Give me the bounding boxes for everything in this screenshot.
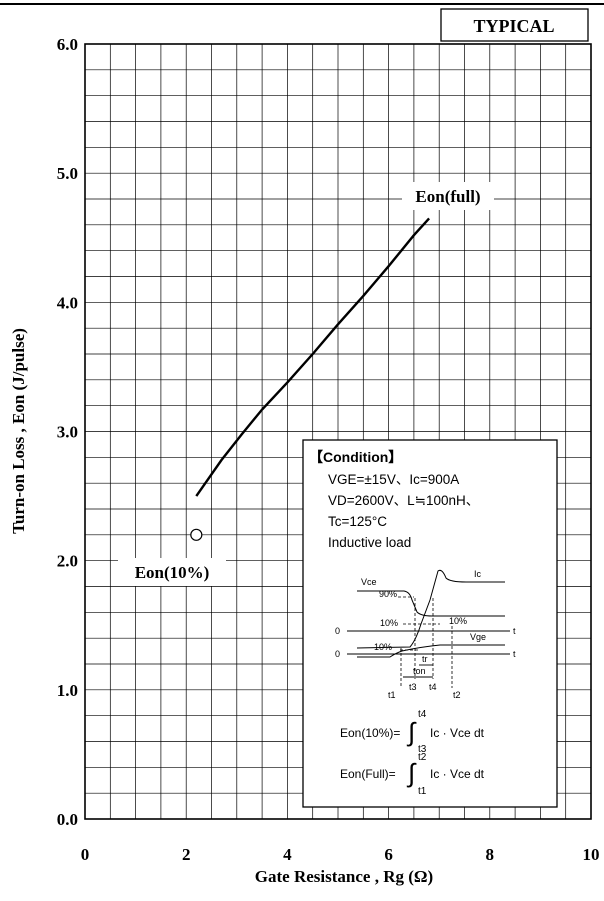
x-tick-label: 6 — [384, 845, 393, 864]
vge-label: Vge — [470, 632, 486, 642]
vce-label: Vce — [361, 577, 377, 587]
x-tick-label: 0 — [81, 845, 90, 864]
x-tick-label: 8 — [486, 845, 495, 864]
y-tick-label: 5.0 — [57, 164, 78, 183]
series-line-eon-full — [195, 217, 430, 497]
t2-label: t2 — [453, 690, 461, 700]
x-tick-label: 10 — [583, 845, 600, 864]
percent-10-label-c: 10% — [374, 642, 392, 652]
condition-line-2: VD=2600V、L≒100nH、 — [328, 493, 479, 508]
x-tick-labels: 0 2 4 6 8 10 — [81, 845, 600, 864]
x-tick-label: 4 — [283, 845, 292, 864]
vge-waveform — [357, 644, 505, 658]
x-tick-label: 2 — [182, 845, 191, 864]
series-layer — [190, 217, 430, 541]
y-tick-label: 2.0 — [57, 552, 78, 571]
formula-eon-10-upper: t4 — [418, 709, 427, 720]
y-tick-labels: 0.0 1.0 2.0 3.0 4.0 5.0 6.0 — [57, 35, 78, 829]
formula-eon-10-integral: ∫ — [406, 717, 417, 747]
typical-badge-text: TYPICAL — [473, 16, 554, 36]
zero-label-1: 0 — [335, 626, 340, 636]
series-label-eon-10-text: Eon(10%) — [135, 563, 210, 582]
condition-line-3: Tc=125°C — [328, 514, 387, 529]
tr-label: tr — [422, 654, 428, 664]
condition-title: 【Condition】 — [309, 449, 402, 465]
formula-eon-full: Eon(Full)= ∫ t2 t1 Ic · Vce dt — [340, 752, 485, 797]
formula-eon-full-upper: t2 — [418, 752, 427, 763]
ton-label: ton — [413, 666, 426, 676]
t-axis-label-2: t — [513, 649, 516, 659]
t-axis-label-1: t — [513, 626, 516, 636]
condition-line-1: VGE=±15V、Ic=900A — [328, 472, 459, 487]
series-point-eon-10 — [190, 528, 203, 541]
percent-10-label-b: 10% — [449, 616, 467, 626]
formula-eon-10-rhs: Ic · Vce dt — [430, 726, 485, 740]
series-label-eon-10: Eon(10%) — [118, 558, 226, 586]
formula-eon-full-lower: t1 — [418, 786, 427, 797]
formula-eon-10-lhs: Eon(10%)= — [340, 726, 400, 740]
y-tick-label: 0.0 — [57, 810, 78, 829]
switching-waveform-diagram: Vce Ic Vge 90% 10% 10% 10% 0 0 t t tr to… — [335, 569, 516, 700]
formula-eon-10: Eon(10%)= ∫ t4 t3 Ic · Vce dt — [340, 709, 485, 755]
y-tick-label: 6.0 — [57, 35, 78, 54]
zero-label-2: 0 — [335, 649, 340, 659]
t3-label: t3 — [409, 682, 417, 692]
percent-10-label-a: 10% — [380, 618, 398, 628]
y-tick-label: 3.0 — [57, 423, 78, 442]
series-label-eon-full-text: Eon(full) — [415, 187, 480, 206]
y-tick-label: 4.0 — [57, 293, 78, 312]
ic-label: Ic — [474, 569, 482, 579]
t1-label: t1 — [388, 690, 396, 700]
typical-badge: TYPICAL — [440, 8, 589, 42]
t4-label: t4 — [429, 682, 437, 692]
y-tick-label: 1.0 — [57, 681, 78, 700]
percent-90-label: 90% — [379, 589, 397, 599]
formula-eon-full-rhs: Ic · Vce dt — [430, 767, 485, 781]
series-label-eon-full: Eon(full) — [402, 182, 494, 210]
condition-box: 【Condition】 VGE=±15V、Ic=900A VD=2600V、L≒… — [302, 439, 558, 808]
formula-eon-full-integral: ∫ — [406, 758, 417, 788]
condition-line-4: Inductive load — [328, 535, 411, 550]
y-axis-label: Turn-on Loss , Eon (J/pulse) — [9, 328, 28, 534]
formula-eon-full-lhs: Eon(Full)= — [340, 767, 396, 781]
vce-waveform — [357, 590, 505, 617]
plot-frame — [84, 43, 592, 820]
formula-eon-10-lower: t3 — [418, 744, 427, 755]
x-axis-label: Gate Resistance , Rg (Ω) — [255, 867, 433, 886]
